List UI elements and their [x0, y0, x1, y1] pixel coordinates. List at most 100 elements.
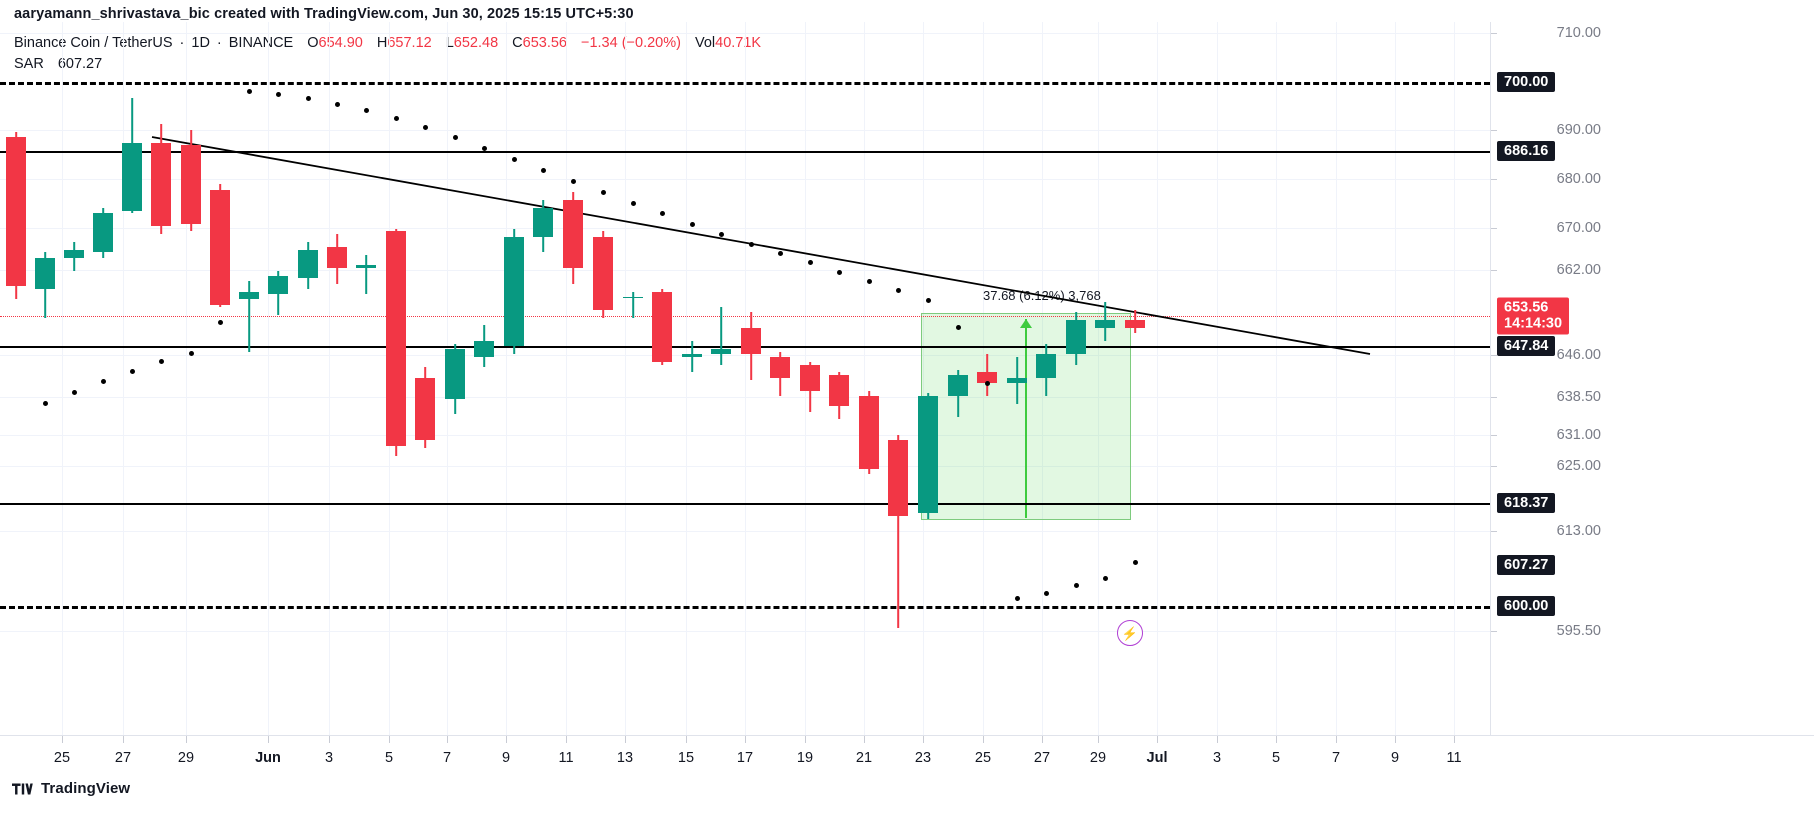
time-axis-tick-mark — [566, 736, 567, 743]
sar-dot — [481, 145, 487, 151]
price-axis-value-tag[interactable]: 647.84 — [1497, 336, 1556, 356]
candle-body — [770, 356, 790, 378]
legend-low-value: 652.48 — [453, 35, 499, 51]
last-price-value: 653.56 — [1504, 299, 1549, 316]
candlestick — [210, 184, 230, 308]
candlestick — [1066, 312, 1086, 365]
last-price-countdown: 14:14:30 — [1504, 315, 1563, 332]
candle-body — [1007, 377, 1027, 383]
legend-indicator-name[interactable]: SAR — [14, 56, 44, 72]
time-axis-tick-mark — [1336, 736, 1337, 743]
measure-arrow — [1020, 319, 1032, 518]
grid-line-vertical — [1276, 22, 1277, 735]
sar-dot — [984, 380, 990, 386]
candle-body — [6, 137, 26, 287]
last-price-tag[interactable]: 653.56 14:14:30 — [1497, 297, 1570, 335]
candle-body — [35, 257, 55, 289]
sar-dot — [422, 124, 428, 130]
grid-line-vertical — [566, 22, 567, 735]
sar-dot — [570, 178, 576, 184]
candle-body — [93, 213, 113, 253]
grid-line-horizontal — [0, 466, 1490, 467]
candle-body — [445, 348, 465, 399]
candle-wick — [632, 291, 634, 318]
sar-dot — [689, 221, 695, 227]
price-axis-tick-mark — [1491, 130, 1497, 131]
time-axis-label: 3 — [1212, 750, 1222, 766]
price-axis-value-tag[interactable]: 686.16 — [1497, 141, 1556, 161]
time-axis-tick-mark — [805, 736, 806, 743]
candlestick — [1036, 343, 1056, 396]
time-axis[interactable]: 25 27 29 Jun 3 5 7 9 11 13 15 17 19 21 23 25 27 29 Jul 3 5 7 9… — [0, 735, 1814, 776]
time-axis-label: 29 — [1089, 750, 1107, 766]
legend-change: −1.34 (−0.20%) — [581, 35, 681, 51]
grid-line-horizontal — [0, 130, 1490, 131]
candlestick — [652, 288, 672, 365]
time-axis-tick-mark — [745, 736, 746, 743]
time-axis-tick-mark — [506, 736, 507, 743]
price-level-line[interactable] — [0, 606, 1490, 609]
legend-sep-2: · — [216, 35, 222, 51]
candle-wick — [365, 254, 367, 295]
time-axis-tick-mark — [625, 736, 626, 743]
time-axis-tick-mark — [329, 736, 330, 743]
chart-plot-area[interactable]: 37.68 (6.12%) 3,768 ⚡ — [0, 22, 1490, 735]
sar-dot — [659, 210, 665, 216]
grid-line-vertical — [1217, 22, 1218, 735]
grid-line-horizontal — [0, 397, 1490, 398]
candle-body — [415, 377, 435, 441]
candlestick — [533, 200, 553, 253]
time-axis-label: 25 — [53, 750, 71, 766]
price-level-line[interactable] — [0, 503, 1490, 506]
grid-line-vertical — [1336, 22, 1337, 735]
time-axis-tick-mark — [1098, 736, 1099, 743]
sar-dot — [1073, 582, 1079, 588]
legend-interval[interactable]: 1D — [191, 35, 210, 51]
price-axis-tick-label: 690.00 — [1556, 122, 1601, 138]
time-axis-label: 3 — [324, 750, 334, 766]
sar-dot — [866, 278, 872, 284]
price-axis-tick-mark — [1491, 435, 1497, 436]
sar-dot — [718, 231, 724, 237]
grid-line-vertical — [1157, 22, 1158, 735]
candle-body — [948, 375, 968, 396]
candlestick — [6, 132, 26, 300]
price-axis-tick-mark — [1491, 531, 1497, 532]
tradingview-footer[interactable]: TradingView — [12, 780, 130, 797]
candle-wick — [691, 341, 693, 373]
price-axis-value-tag[interactable]: 600.00 — [1497, 596, 1556, 616]
legend-sep-1: · — [179, 35, 185, 51]
legend-symbol[interactable]: Binance Coin / TetherUS — [14, 35, 173, 51]
price-axis-value-tag[interactable]: 700.00 — [1497, 72, 1556, 92]
candlestick — [445, 343, 465, 415]
price-axis-value-tag[interactable]: 618.37 — [1497, 493, 1556, 513]
candle-body — [800, 364, 820, 391]
price-axis-tick-mark — [1491, 33, 1497, 34]
candle-body — [151, 142, 171, 227]
grid-line-vertical — [123, 22, 124, 735]
time-axis-label: 7 — [1331, 750, 1341, 766]
price-axis[interactable]: 710.00 700.00 690.00 686.16 680.00 670.00 662.… — [1490, 22, 1814, 735]
candle-body — [533, 207, 553, 237]
alert-lightning-icon[interactable]: ⚡ — [1117, 620, 1143, 646]
price-axis-value-tag[interactable]: 607.27 — [1497, 555, 1556, 575]
time-axis-label: 25 — [974, 750, 992, 766]
candlestick — [64, 241, 84, 271]
candle-body — [64, 249, 84, 258]
time-axis-label: 9 — [1390, 750, 1400, 766]
sar-dot — [630, 200, 636, 206]
candle-body — [918, 395, 938, 514]
legend-main-row: Binance Coin / TetherUS · 1D · BINANCE O654.9… — [14, 33, 761, 54]
grid-line-horizontal — [0, 355, 1490, 356]
price-axis-tick-mark — [1491, 631, 1497, 632]
candlestick — [593, 231, 613, 318]
sar-dot — [363, 107, 369, 113]
time-axis-tick-mark — [1395, 736, 1396, 743]
sar-dot — [1043, 590, 1049, 596]
candle-body — [386, 231, 406, 446]
sar-dot — [393, 115, 399, 121]
candle-body — [504, 236, 524, 347]
price-level-line[interactable] — [0, 151, 1490, 154]
candle-body — [268, 275, 288, 295]
price-level-line[interactable] — [0, 82, 1490, 85]
